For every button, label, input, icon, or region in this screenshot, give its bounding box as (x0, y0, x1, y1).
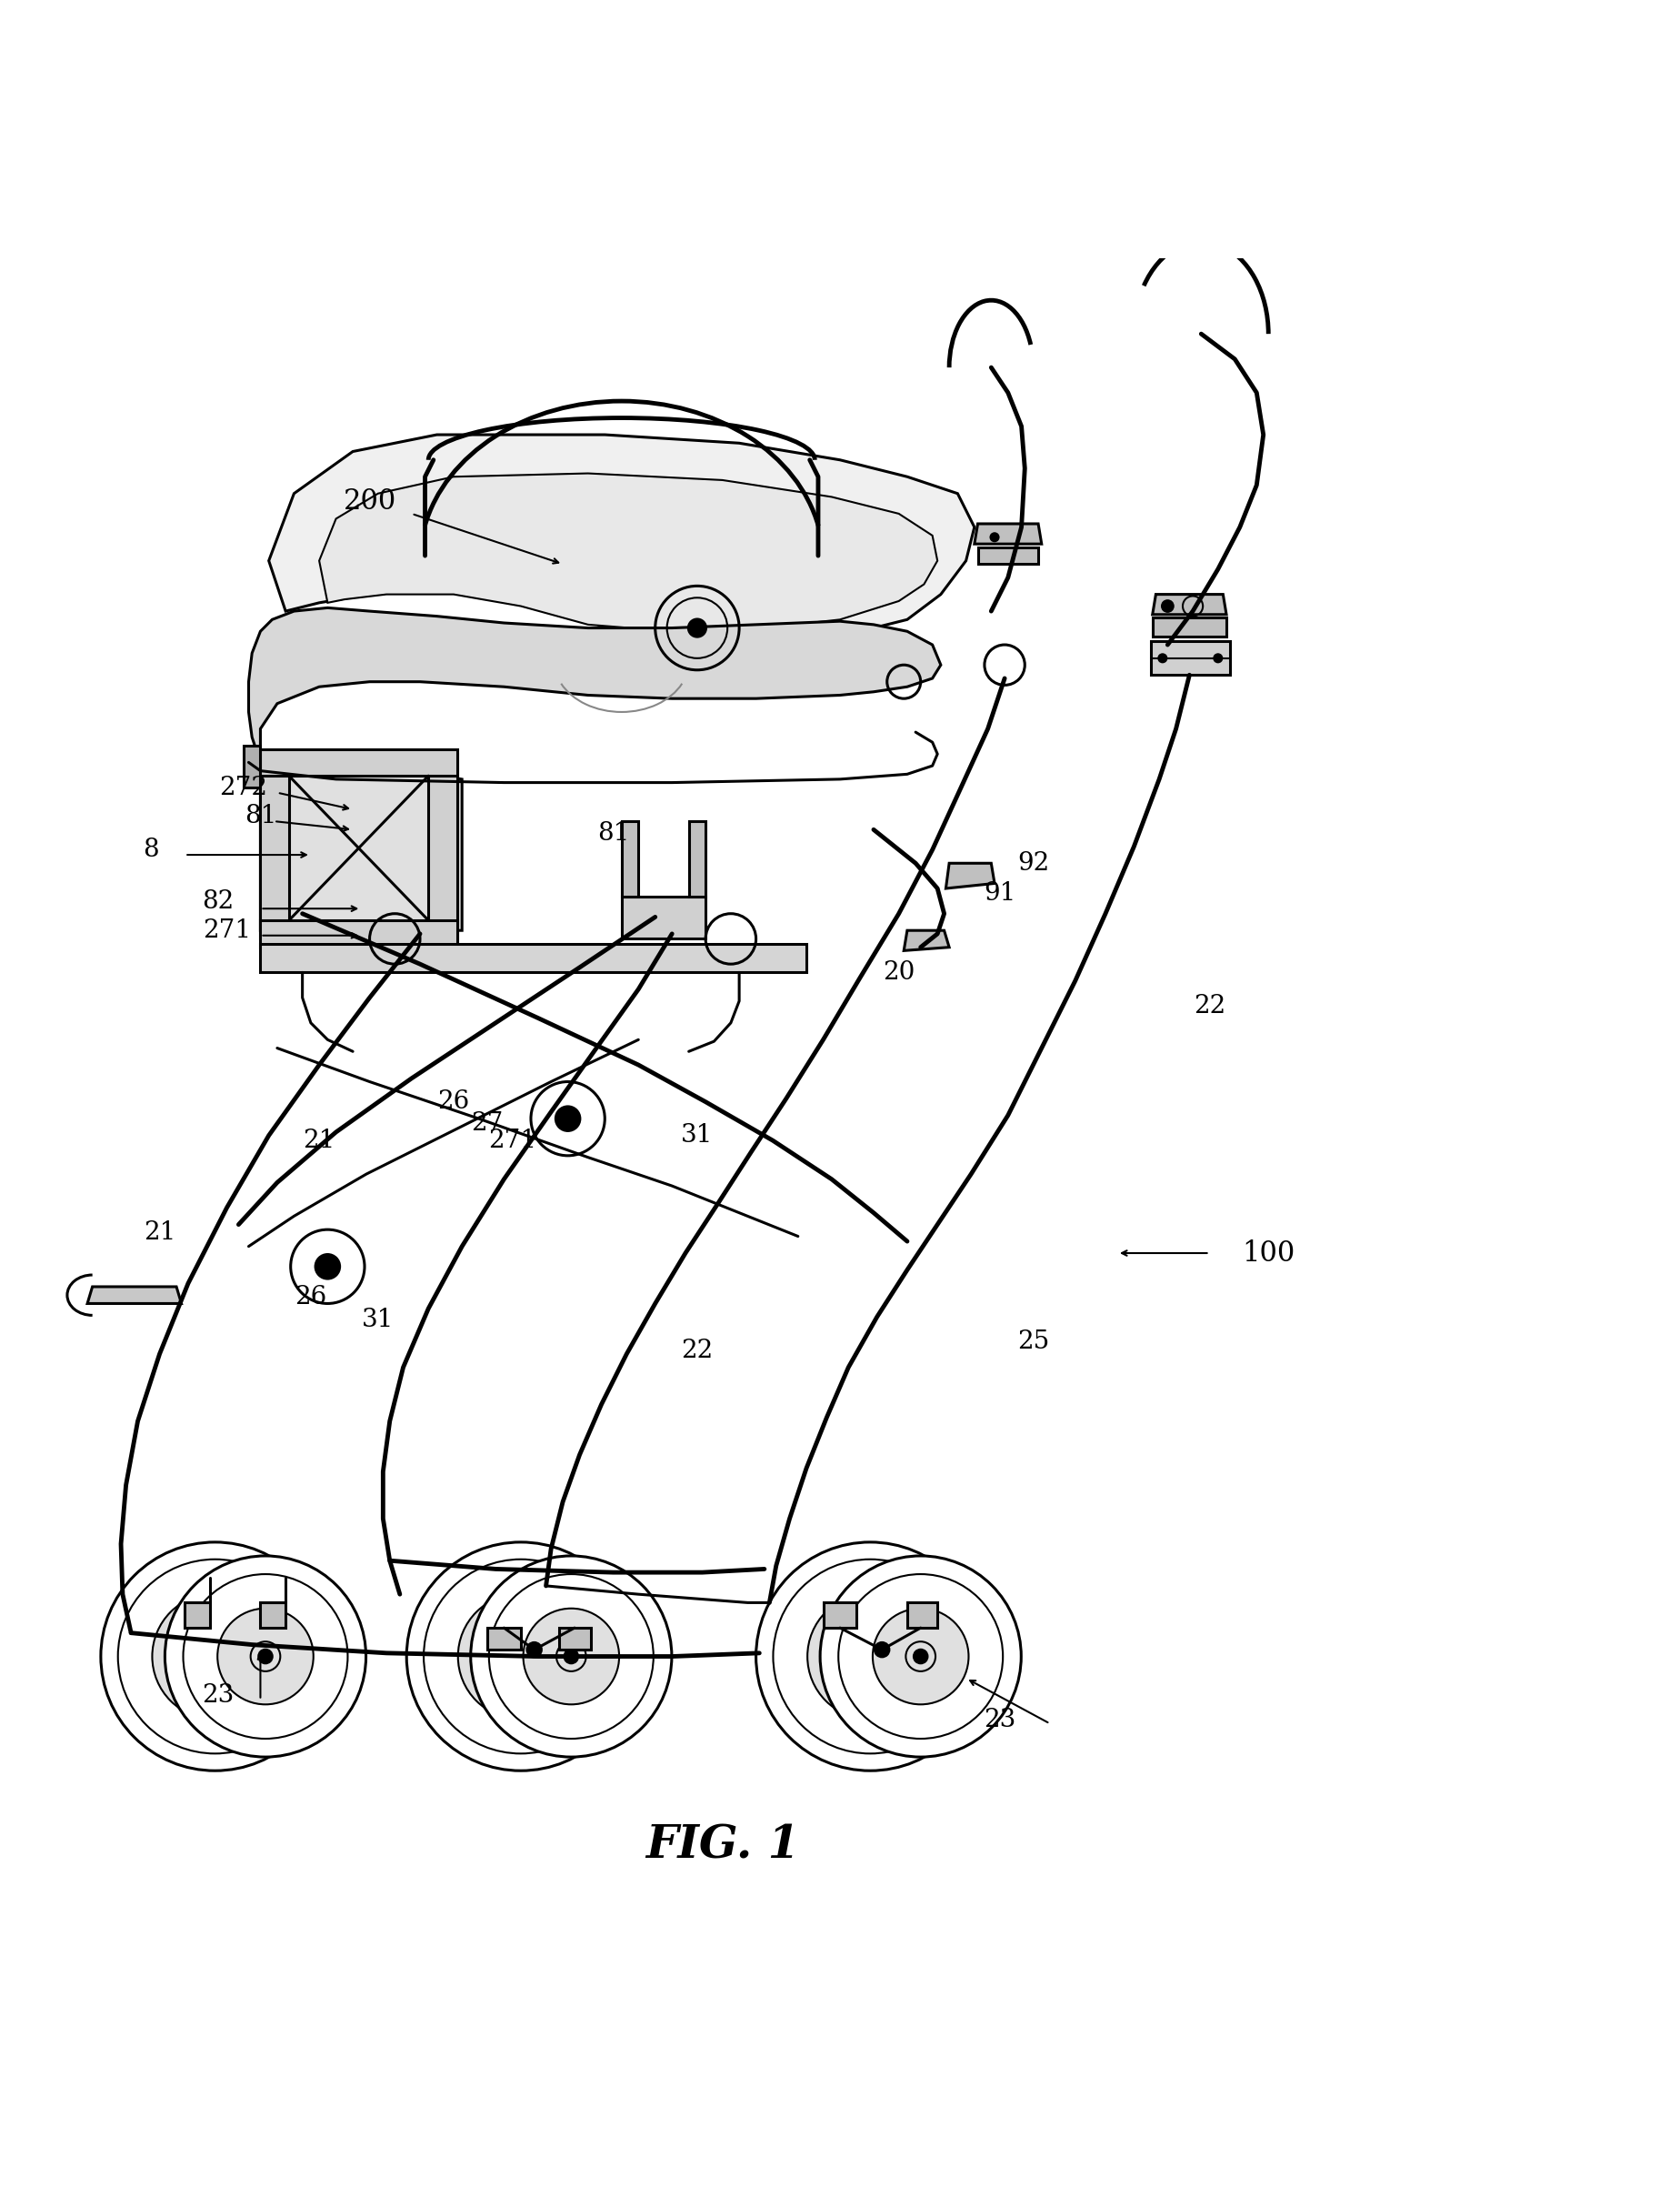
Polygon shape (87, 1287, 181, 1303)
Circle shape (217, 1608, 314, 1705)
Circle shape (165, 1555, 366, 1758)
Circle shape (756, 1542, 984, 1771)
Polygon shape (823, 1602, 857, 1628)
Polygon shape (559, 1628, 591, 1650)
Text: 200: 200 (343, 488, 396, 516)
Polygon shape (260, 762, 462, 932)
Circle shape (874, 1641, 890, 1659)
Text: 23: 23 (202, 1683, 235, 1707)
Polygon shape (907, 1602, 937, 1628)
Text: 21: 21 (143, 1222, 176, 1246)
Text: FIG. 1: FIG. 1 (645, 1824, 800, 1870)
Circle shape (912, 1648, 929, 1665)
Circle shape (470, 1555, 672, 1758)
Polygon shape (260, 754, 289, 938)
Circle shape (984, 644, 1025, 685)
Circle shape (207, 1648, 223, 1665)
Text: 82: 82 (202, 890, 235, 914)
Circle shape (687, 617, 707, 637)
Text: 81: 81 (596, 822, 630, 846)
Text: 26: 26 (294, 1285, 328, 1309)
Circle shape (990, 532, 1000, 543)
Circle shape (522, 1608, 620, 1705)
Polygon shape (978, 547, 1038, 565)
Polygon shape (904, 932, 949, 951)
Text: 25: 25 (1016, 1329, 1050, 1353)
Polygon shape (269, 435, 974, 648)
Text: 271: 271 (489, 1129, 536, 1153)
Polygon shape (1151, 642, 1230, 674)
Polygon shape (1152, 617, 1226, 637)
Text: 81: 81 (244, 804, 277, 828)
Text: 271: 271 (203, 918, 250, 943)
Text: 21: 21 (302, 1129, 336, 1153)
Circle shape (153, 1593, 277, 1720)
Text: 8: 8 (143, 837, 160, 861)
Circle shape (459, 1593, 583, 1720)
Text: 91: 91 (983, 881, 1016, 905)
Circle shape (1158, 653, 1168, 663)
Text: 272: 272 (220, 776, 267, 800)
Circle shape (257, 1648, 274, 1665)
Circle shape (862, 1648, 879, 1665)
Text: 92: 92 (1016, 850, 1050, 877)
Polygon shape (487, 1628, 521, 1650)
Circle shape (872, 1608, 969, 1705)
Polygon shape (249, 609, 941, 762)
Text: 22: 22 (680, 1338, 714, 1362)
Polygon shape (185, 1602, 210, 1628)
Polygon shape (622, 896, 706, 938)
Circle shape (526, 1641, 543, 1659)
Polygon shape (260, 1602, 286, 1628)
Polygon shape (260, 749, 457, 776)
Circle shape (101, 1542, 329, 1771)
Polygon shape (319, 472, 937, 631)
Polygon shape (974, 523, 1042, 545)
Polygon shape (689, 822, 706, 896)
Circle shape (820, 1555, 1021, 1758)
Circle shape (563, 1648, 580, 1665)
Text: 100: 100 (1242, 1239, 1295, 1268)
Polygon shape (946, 863, 995, 888)
Circle shape (512, 1648, 529, 1665)
Circle shape (407, 1542, 635, 1771)
Text: 31: 31 (680, 1123, 714, 1147)
Polygon shape (1152, 595, 1226, 615)
Circle shape (1213, 653, 1223, 663)
Text: 23: 23 (983, 1707, 1016, 1733)
Circle shape (808, 1593, 932, 1720)
Polygon shape (428, 754, 457, 938)
Polygon shape (244, 745, 260, 787)
Polygon shape (622, 822, 638, 896)
Text: 26: 26 (437, 1090, 470, 1114)
Polygon shape (260, 945, 806, 973)
Circle shape (554, 1105, 581, 1131)
Text: 20: 20 (882, 960, 916, 984)
Circle shape (314, 1252, 341, 1281)
Circle shape (1161, 600, 1174, 613)
Polygon shape (260, 921, 457, 947)
Text: 31: 31 (361, 1307, 395, 1334)
Text: 27: 27 (470, 1112, 504, 1136)
Text: 22: 22 (1193, 993, 1226, 1019)
